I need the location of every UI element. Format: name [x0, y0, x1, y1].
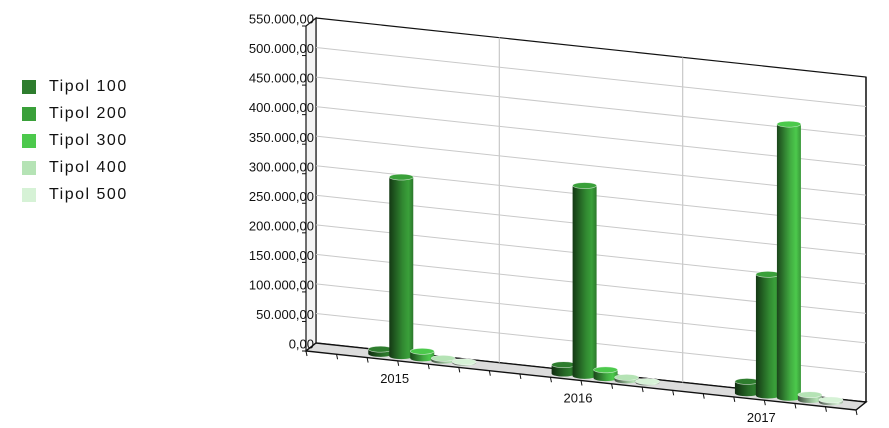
- legend-label: Tipol 100: [49, 77, 128, 95]
- y-tick-label: 250.000,00: [249, 189, 314, 204]
- legend-item: Tipol 400: [22, 154, 128, 181]
- y-tick-label: 550.000,00: [249, 12, 314, 27]
- bar-2017-tipol-500: [818, 396, 844, 406]
- gridline: [315, 76, 867, 137]
- legend-label: Tipol 400: [49, 158, 128, 176]
- x-tick-label: 2015: [380, 371, 409, 386]
- legend-swatch: [22, 187, 36, 202]
- legend-label: Tipol 500: [49, 185, 128, 203]
- legend-item: Tipol 100: [22, 73, 128, 100]
- bar-2017-tipol-100: [734, 378, 760, 397]
- x-tick-label: 2017: [747, 410, 776, 425]
- legend: Tipol 100 Tipol 200 Tipol 300 Tipol 400 Tipo…: [22, 73, 128, 208]
- legend-swatch: [22, 106, 36, 121]
- y-tick-label: 450.000,00: [249, 71, 314, 86]
- legend-item: Tipol 500: [22, 181, 128, 208]
- bar-2015-tipol-100: [367, 345, 393, 357]
- bar-2017-tipol-200: [755, 271, 781, 399]
- bar-2017-tipol-300: [776, 120, 802, 401]
- bar-2015-tipol-300: [409, 348, 435, 362]
- bar-2016-tipol-100: [551, 361, 576, 377]
- y-tick-label: 200.000,00: [249, 218, 314, 233]
- bar-2016-tipol-200: [572, 182, 597, 379]
- bars: [367, 120, 844, 406]
- x-tick-label: 2016: [564, 391, 593, 406]
- legend-item: Tipol 200: [22, 100, 128, 127]
- bar-2017-tipol-400: [797, 391, 823, 403]
- legend-swatch: [22, 160, 36, 175]
- y-tick-label: 350.000,00: [249, 130, 314, 145]
- y-tick-label: 400.000,00: [249, 100, 314, 115]
- bar-2016-tipol-300: [593, 366, 618, 382]
- y-tick-label: 150.000,00: [249, 248, 314, 263]
- bar-2016-tipol-400: [614, 374, 639, 384]
- legend-swatch: [22, 133, 36, 148]
- y-tick-label: 500.000,00: [249, 41, 314, 56]
- bar-2015-tipol-400: [430, 354, 456, 364]
- legend-swatch: [22, 79, 36, 94]
- y-tick-label: 0,00: [289, 337, 314, 352]
- bar-2015-tipol-500: [451, 358, 477, 366]
- y-tick-label: 300.000,00: [249, 159, 314, 174]
- x-axis-ticks: 2015 2016 2017: [305, 350, 858, 425]
- y-tick-label: 100.000,00: [249, 278, 314, 293]
- gridline: [315, 106, 867, 167]
- legend-label: Tipol 200: [49, 104, 128, 122]
- legend-label: Tipol 300: [49, 131, 128, 149]
- bar-2016-tipol-500: [635, 378, 660, 386]
- y-tick-label: 50.000,00: [256, 307, 314, 322]
- y-axis-ticks: 0,00 50.000,00 100.000,00 150.000,00 200.000…: [249, 12, 314, 352]
- gridline: [315, 135, 867, 196]
- legend-item: Tipol 300: [22, 127, 128, 154]
- left-wall: [305, 16, 317, 353]
- bar-2015-tipol-200: [388, 173, 414, 360]
- gridline: [315, 47, 867, 108]
